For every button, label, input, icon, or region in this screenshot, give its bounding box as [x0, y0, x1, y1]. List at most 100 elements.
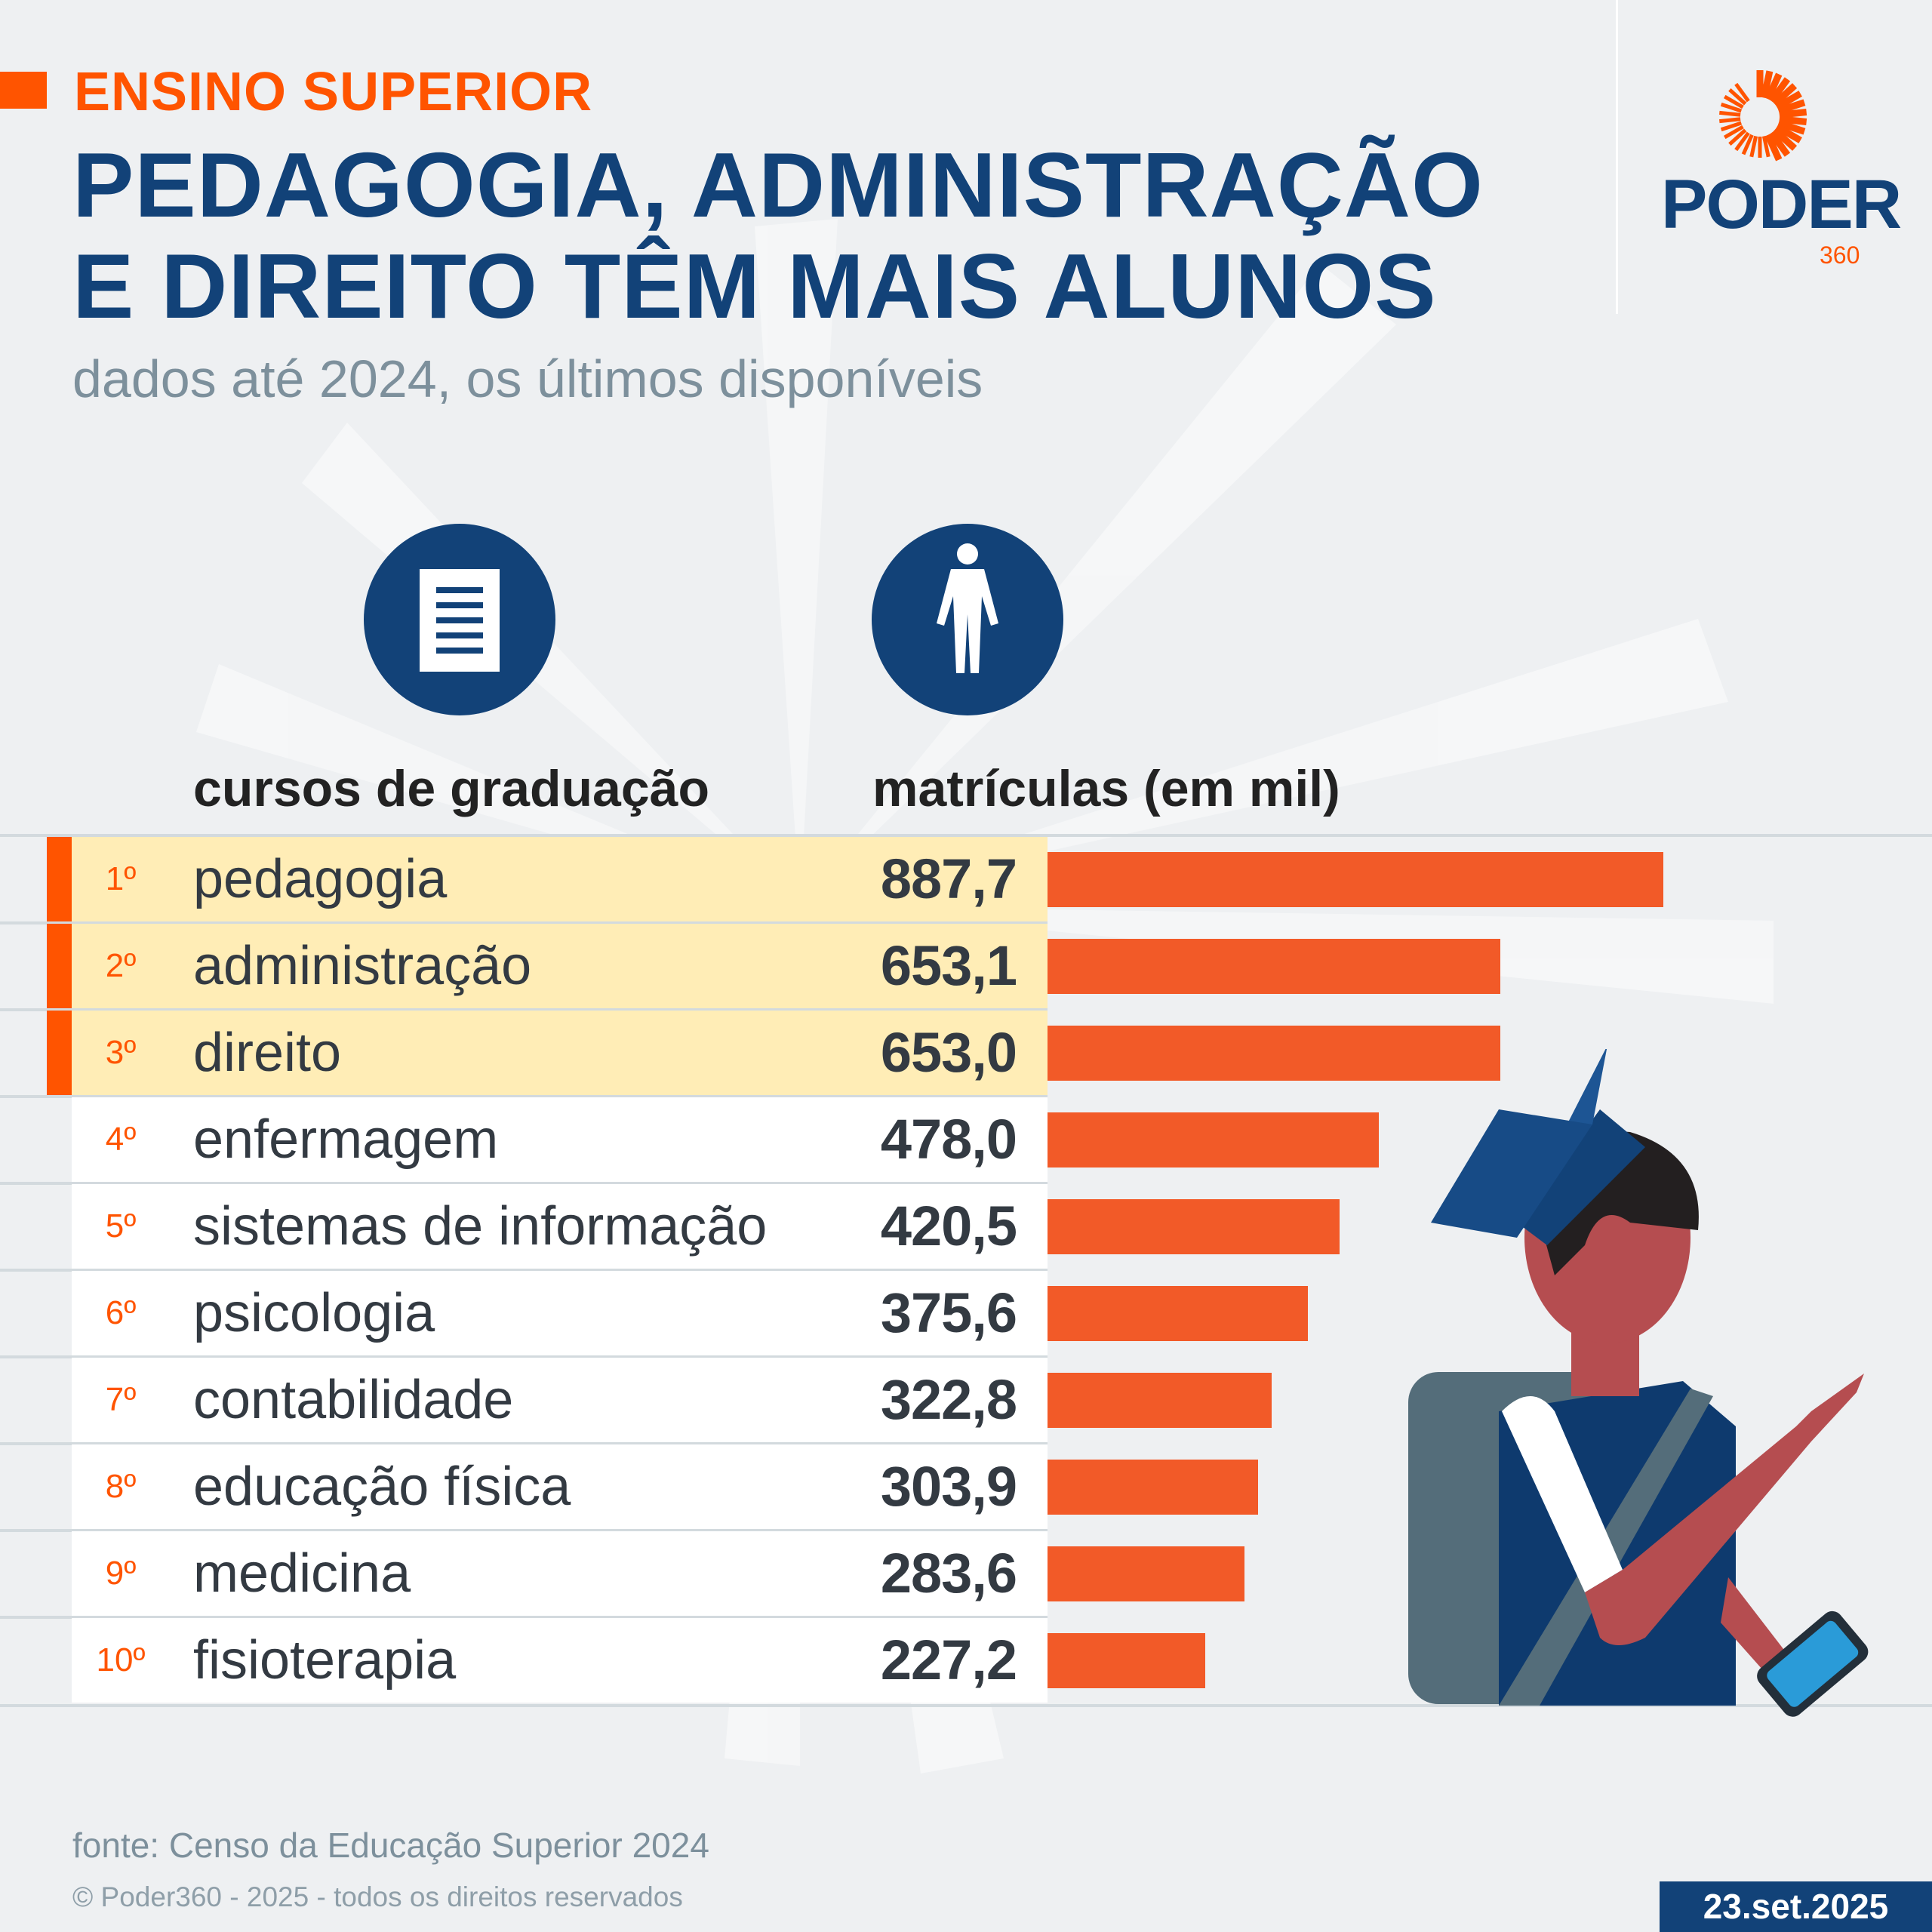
- sun-ray: [1734, 131, 1750, 152]
- row-separator: [0, 1616, 1048, 1619]
- sun-rays-icon: [1719, 70, 1807, 162]
- value-label: 653,0: [880, 1021, 1017, 1084]
- rank: 1º: [105, 860, 137, 897]
- value-label: 322,8: [880, 1368, 1017, 1431]
- table-row: 4º enfermagem 478,0: [0, 1097, 1932, 1185]
- rank: 3º: [105, 1034, 137, 1071]
- row-separator: [0, 1182, 1048, 1185]
- sun-ray: [1764, 133, 1783, 162]
- page-title: PEDAGOGIA, ADMINISTRAÇÃO E DIREITO TÊM M…: [72, 134, 1484, 337]
- highlight-marker: [47, 837, 72, 921]
- row-background: [72, 1271, 1048, 1355]
- sun-ray: [1723, 125, 1744, 140]
- row-separator: [0, 921, 1048, 924]
- highlight-marker: [47, 924, 72, 1008]
- bar: [1048, 1199, 1340, 1254]
- row-separator: [0, 1008, 1048, 1011]
- row-background: [72, 1358, 1048, 1442]
- table-row: 10º fisioterapia 227,2: [0, 1618, 1932, 1705]
- sun-ray: [1779, 109, 1807, 118]
- course-label: sistemas de informação: [193, 1196, 768, 1257]
- row-background: [72, 1444, 1048, 1529]
- row-separator: [0, 1442, 1048, 1445]
- course-label: administração: [193, 936, 532, 996]
- row-background: [72, 1531, 1048, 1616]
- row-separator: [0, 1269, 1048, 1272]
- sun-ray: [1764, 72, 1783, 101]
- course-label: educação física: [193, 1457, 571, 1517]
- sun-ray: [1720, 102, 1743, 113]
- sun-ray: [1728, 88, 1747, 106]
- table-row: 1º pedagogia 887,7: [0, 837, 1932, 924]
- sun-ray: [1768, 131, 1791, 157]
- value-label: 375,6: [880, 1281, 1017, 1344]
- row-separator: [0, 1529, 1048, 1532]
- subtitle: dados até 2024, os últimos disponíveis: [72, 349, 983, 408]
- sun-ray: [1719, 117, 1741, 124]
- document-icon: [364, 524, 555, 715]
- rank: 8º: [105, 1468, 137, 1505]
- sun-ray: [1768, 77, 1791, 103]
- source-note: fonte: Censo da Educação Superior 2024: [72, 1826, 709, 1865]
- bar: [1048, 939, 1501, 994]
- table-row: 3º direito 653,0: [0, 1011, 1932, 1098]
- course-label: contabilidade: [193, 1370, 514, 1430]
- table-bottom-line: [0, 1704, 1932, 1707]
- bar: [1048, 1026, 1501, 1081]
- bar: [1048, 1633, 1205, 1688]
- bar: [1048, 1286, 1309, 1341]
- column-header-courses: cursos de graduação: [193, 760, 710, 817]
- title-line-2: E DIREITO TÊM MAIS ALUNOS: [72, 235, 1437, 337]
- value-label: 653,1: [880, 934, 1017, 997]
- bar: [1048, 1460, 1259, 1515]
- sun-ray: [1775, 91, 1802, 110]
- sun-ray: [1772, 83, 1798, 106]
- bar: [1048, 1112, 1380, 1168]
- sun-ray: [1741, 134, 1754, 155]
- value-label: 283,6: [880, 1542, 1017, 1604]
- table-top-line: [0, 834, 1932, 837]
- column-header-enrollments: matrículas (em mil): [872, 760, 1340, 817]
- table-row: 7º contabilidade 322,8: [0, 1358, 1932, 1445]
- table-row: 2º administração 653,1: [0, 924, 1932, 1011]
- row-background: [72, 924, 1048, 1008]
- value-label: 420,5: [880, 1195, 1017, 1257]
- sun-ray: [1761, 70, 1774, 99]
- value-label: 478,0: [880, 1108, 1017, 1171]
- table-row: 9º medicina 283,6: [0, 1531, 1932, 1619]
- sun-ray: [1777, 99, 1806, 115]
- kicker: ENSINO SUPERIOR: [74, 62, 593, 122]
- sun-ray: [1720, 121, 1743, 132]
- row-background: [72, 1618, 1048, 1703]
- kicker-marker: [0, 72, 47, 109]
- row-separator: [0, 1095, 1048, 1098]
- row-background: [72, 837, 1048, 921]
- sun-ray: [1728, 128, 1747, 146]
- student-illustration: [1408, 1049, 1869, 1717]
- rank: 2º: [105, 947, 137, 984]
- row-background: [72, 1097, 1048, 1182]
- logo-text: PODER: [1661, 166, 1902, 243]
- sun-ray: [1777, 119, 1806, 135]
- rank: 9º: [105, 1555, 137, 1592]
- course-label: fisioterapia: [193, 1630, 457, 1690]
- value-label: 227,2: [880, 1629, 1017, 1691]
- rank: 10º: [96, 1641, 146, 1678]
- sun-ray: [1734, 82, 1750, 103]
- course-label: psicologia: [193, 1283, 435, 1343]
- copyright: © Poder360 - 2025 - todos os direitos re…: [72, 1881, 683, 1912]
- sun-ray: [1772, 128, 1798, 151]
- value-label: 303,9: [880, 1455, 1017, 1518]
- table-row: 6º psicologia 375,6: [0, 1271, 1932, 1358]
- bar: [1048, 1546, 1244, 1601]
- sun-ray: [1779, 115, 1807, 125]
- sun-ray: [1719, 110, 1741, 117]
- person-icon: [872, 524, 1063, 715]
- bar: [1048, 852, 1663, 907]
- table-row: 5º sistemas de informação 420,5: [0, 1184, 1932, 1272]
- highlight-marker: [47, 1011, 72, 1095]
- divider: [1616, 0, 1618, 314]
- sun-ray: [1761, 135, 1770, 158]
- course-label: enfermagem: [193, 1109, 499, 1170]
- course-label: medicina: [193, 1543, 411, 1604]
